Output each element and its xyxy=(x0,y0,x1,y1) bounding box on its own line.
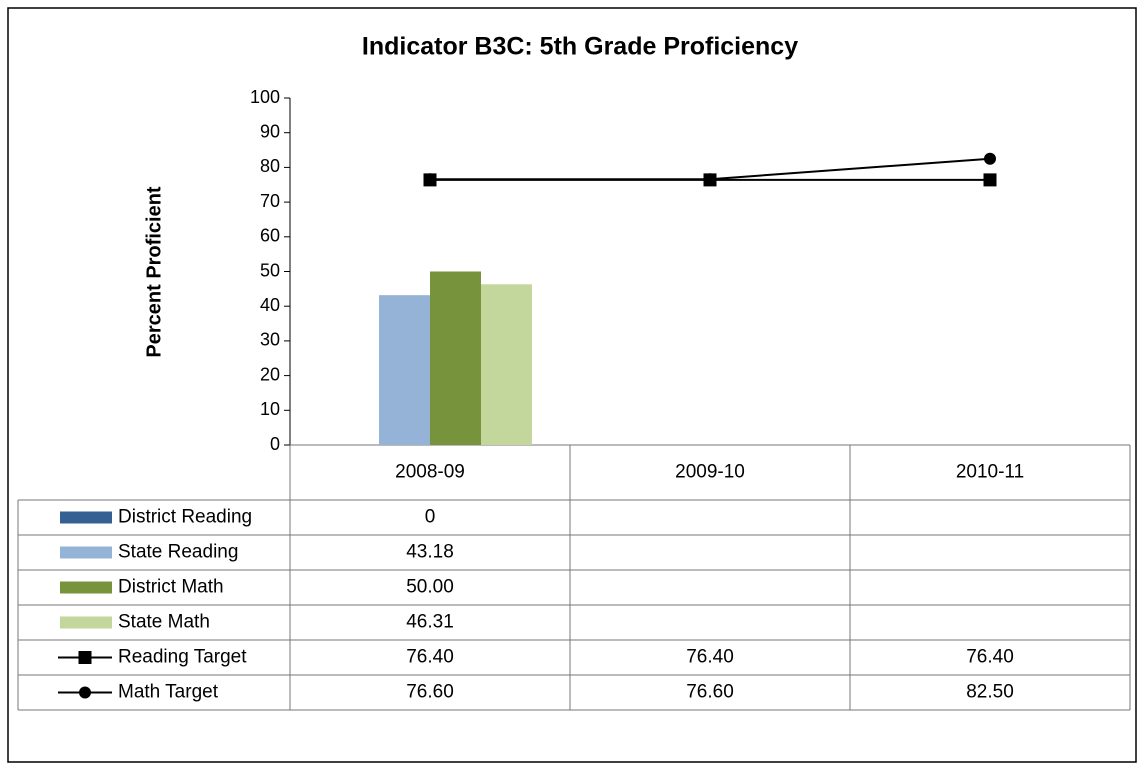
table-value: 76.60 xyxy=(686,682,734,703)
y-tick-label: 50 xyxy=(260,260,280,280)
legend-key xyxy=(60,581,112,594)
bar xyxy=(379,295,430,445)
y-tick-label: 20 xyxy=(260,364,280,384)
table-value: 76.40 xyxy=(966,647,1014,668)
y-tick-label: 40 xyxy=(260,295,280,315)
table-value: 76.60 xyxy=(406,682,454,703)
table-value: 50.00 xyxy=(406,577,454,598)
marker xyxy=(424,173,436,186)
bar xyxy=(481,284,532,445)
table-value: 76.40 xyxy=(686,647,734,668)
chart-border xyxy=(7,7,1137,763)
legend-label: District Math xyxy=(118,577,224,598)
y-tick-label: 0 xyxy=(270,434,280,454)
legend-key xyxy=(60,511,112,524)
y-tick-label: 10 xyxy=(260,399,280,419)
legend-label: State Math xyxy=(118,612,210,633)
table-value: 76.40 xyxy=(406,647,454,668)
marker xyxy=(79,686,91,699)
y-tick-label: 60 xyxy=(260,226,280,246)
legend-label: Reading Target xyxy=(118,647,247,668)
y-tick-label: 90 xyxy=(260,121,280,141)
legend-label: District Reading xyxy=(118,507,252,528)
table-value: 82.50 xyxy=(966,682,1014,703)
legend-label: Math Target xyxy=(118,682,219,703)
y-tick-label: 70 xyxy=(260,191,280,211)
bar xyxy=(430,271,481,445)
y-tick-label: 80 xyxy=(260,156,280,176)
y-tick-label: 100 xyxy=(250,87,280,107)
marker xyxy=(983,173,997,187)
legend-key xyxy=(60,616,112,629)
table-value: 43.18 xyxy=(406,542,454,563)
y-axis-label: Percent Proficient xyxy=(143,186,165,358)
y-tick-label: 30 xyxy=(260,330,280,350)
marker xyxy=(78,651,92,664)
x-tick-label: 2008-09 xyxy=(395,462,465,483)
chart-title: Indicator B3C: 5th Grade Proficiency xyxy=(362,33,798,61)
legend-key xyxy=(60,546,112,559)
x-tick-label: 2010-11 xyxy=(956,462,1024,483)
table-value: 46.31 xyxy=(406,612,454,633)
legend-label: State Reading xyxy=(118,542,238,563)
marker xyxy=(984,152,996,165)
marker xyxy=(704,173,716,186)
table-value: 0 xyxy=(425,507,436,528)
x-tick-label: 2009-10 xyxy=(675,462,745,483)
